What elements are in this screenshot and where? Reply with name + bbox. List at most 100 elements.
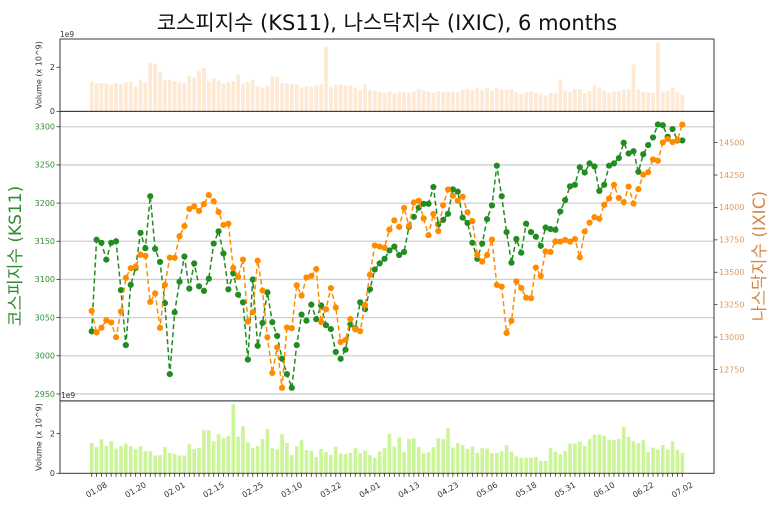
volume-bar — [241, 83, 245, 112]
right-y-tick-label: 14500 — [719, 138, 744, 147]
ixic-series — [88, 121, 686, 391]
ixic-marker — [518, 284, 525, 292]
volume-bar — [675, 92, 680, 112]
volume-bar — [128, 446, 133, 474]
volume-bar — [626, 89, 631, 112]
ks11-marker — [396, 251, 403, 259]
ixic-marker — [381, 244, 388, 251]
volume-bar — [143, 83, 148, 112]
volume-bar — [490, 453, 494, 474]
volume-bar — [680, 95, 685, 112]
volume-bar — [192, 77, 197, 112]
volume-bar — [231, 404, 236, 474]
volume-bar — [250, 79, 255, 112]
volume-bar — [646, 92, 650, 112]
ks11-marker — [171, 309, 178, 316]
ks11-marker — [571, 181, 579, 188]
price-panel — [60, 111, 714, 401]
volume-bar — [665, 90, 670, 112]
bottom-volume-offset-text: 1e9 — [61, 391, 75, 400]
ixic-marker — [361, 301, 369, 309]
ks11-marker — [371, 266, 378, 273]
volume-bar — [680, 452, 685, 474]
ks11-marker — [440, 216, 447, 223]
volume-bar — [275, 449, 279, 474]
volume-bar — [416, 447, 421, 474]
volume-bar — [504, 445, 509, 474]
ixic-marker — [376, 243, 383, 250]
ixic-marker — [195, 207, 203, 215]
ks11-marker — [103, 256, 110, 263]
volume-bar — [656, 42, 660, 112]
volume-bar — [202, 430, 206, 474]
ixic-marker — [166, 254, 173, 261]
volume-bar — [104, 445, 109, 474]
volume-bar — [138, 446, 143, 474]
ixic-marker — [508, 317, 515, 324]
ks11-marker — [254, 342, 261, 349]
right-y-tick-label: 14000 — [719, 203, 744, 212]
ks11-marker — [654, 121, 662, 128]
volume-bar — [387, 434, 392, 474]
ixic-marker — [659, 139, 666, 146]
ks11-marker — [181, 253, 188, 260]
ixic-marker — [283, 324, 291, 331]
ks11-marker — [332, 348, 339, 356]
ixic-marker — [435, 227, 442, 235]
ixic-marker — [571, 235, 579, 243]
volume-bar — [309, 450, 314, 474]
ks11-marker — [523, 220, 530, 227]
volume-bar — [216, 434, 221, 474]
ks11-marker — [220, 250, 227, 257]
bottom-volume-panel — [60, 400, 714, 474]
gridlines — [60, 111, 714, 401]
ixic-marker — [308, 272, 315, 279]
volume-bar — [602, 435, 607, 474]
volume-bar — [543, 95, 548, 112]
volume-bar — [124, 82, 128, 112]
ks11-marker — [269, 319, 276, 326]
volume-bar — [577, 441, 582, 474]
ks11-marker — [586, 160, 593, 167]
volume-bar — [412, 91, 416, 112]
ixic-marker — [156, 324, 164, 331]
ks11-marker — [186, 285, 193, 292]
ixic-marker — [454, 197, 461, 204]
volume-bar — [626, 436, 631, 474]
ixic-marker — [171, 254, 178, 261]
volume-y-tick-label: 0 — [50, 469, 55, 478]
top-volume-panel — [60, 39, 714, 112]
ks11-marker — [200, 287, 208, 294]
volume-bar — [402, 452, 406, 474]
ixic-marker — [479, 258, 486, 265]
ixic-marker — [239, 256, 247, 263]
volume-bar — [187, 444, 192, 474]
volume-bar — [538, 93, 543, 112]
ixic-marker — [274, 344, 281, 351]
ixic-marker — [532, 264, 539, 271]
ixic-marker — [108, 319, 115, 326]
ixic-marker — [298, 292, 305, 299]
ixic-marker — [630, 200, 637, 207]
volume-bar — [519, 457, 524, 474]
volume-bar — [128, 81, 133, 112]
ixic-marker — [405, 222, 413, 229]
volume-bar — [641, 440, 646, 474]
ixic-marker — [552, 238, 559, 245]
volume-bar — [377, 91, 382, 112]
volume-bar — [568, 443, 572, 474]
volume-bar — [124, 443, 128, 474]
volume-bar — [280, 83, 284, 112]
ixic-marker — [527, 295, 535, 302]
ks11-marker — [576, 164, 583, 171]
volume-bar — [309, 86, 314, 112]
volume-bar — [314, 457, 319, 474]
ixic-marker — [606, 195, 613, 202]
bottom-volume-y-axis: 02 — [50, 429, 60, 478]
ks11-marker — [625, 150, 632, 157]
ixic-marker — [112, 334, 120, 341]
ixic-marker — [503, 329, 510, 337]
volume-bar — [631, 64, 636, 112]
ks11-marker — [454, 188, 461, 195]
left-axis-label: 코스피지수 (KS11) — [6, 186, 26, 326]
